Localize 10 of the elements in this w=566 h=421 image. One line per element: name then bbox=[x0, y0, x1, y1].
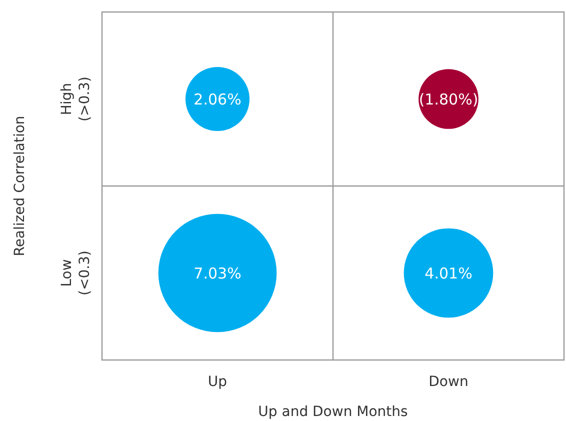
x-tick-label: Up bbox=[208, 374, 228, 390]
x-axis-title: Up and Down Months bbox=[258, 404, 408, 420]
y-tick-label: High (>0.3) bbox=[59, 76, 93, 122]
x-tick-label: Down bbox=[428, 374, 468, 390]
data-label: 4.01% bbox=[424, 264, 472, 282]
data-label: 2.06% bbox=[194, 90, 242, 108]
y-axis-title: Realized Correlation bbox=[12, 116, 28, 256]
data-label: (1.80%) bbox=[418, 90, 478, 108]
y-tick-label: Low (<0.3) bbox=[59, 250, 93, 296]
data-label: 7.03% bbox=[194, 264, 242, 282]
